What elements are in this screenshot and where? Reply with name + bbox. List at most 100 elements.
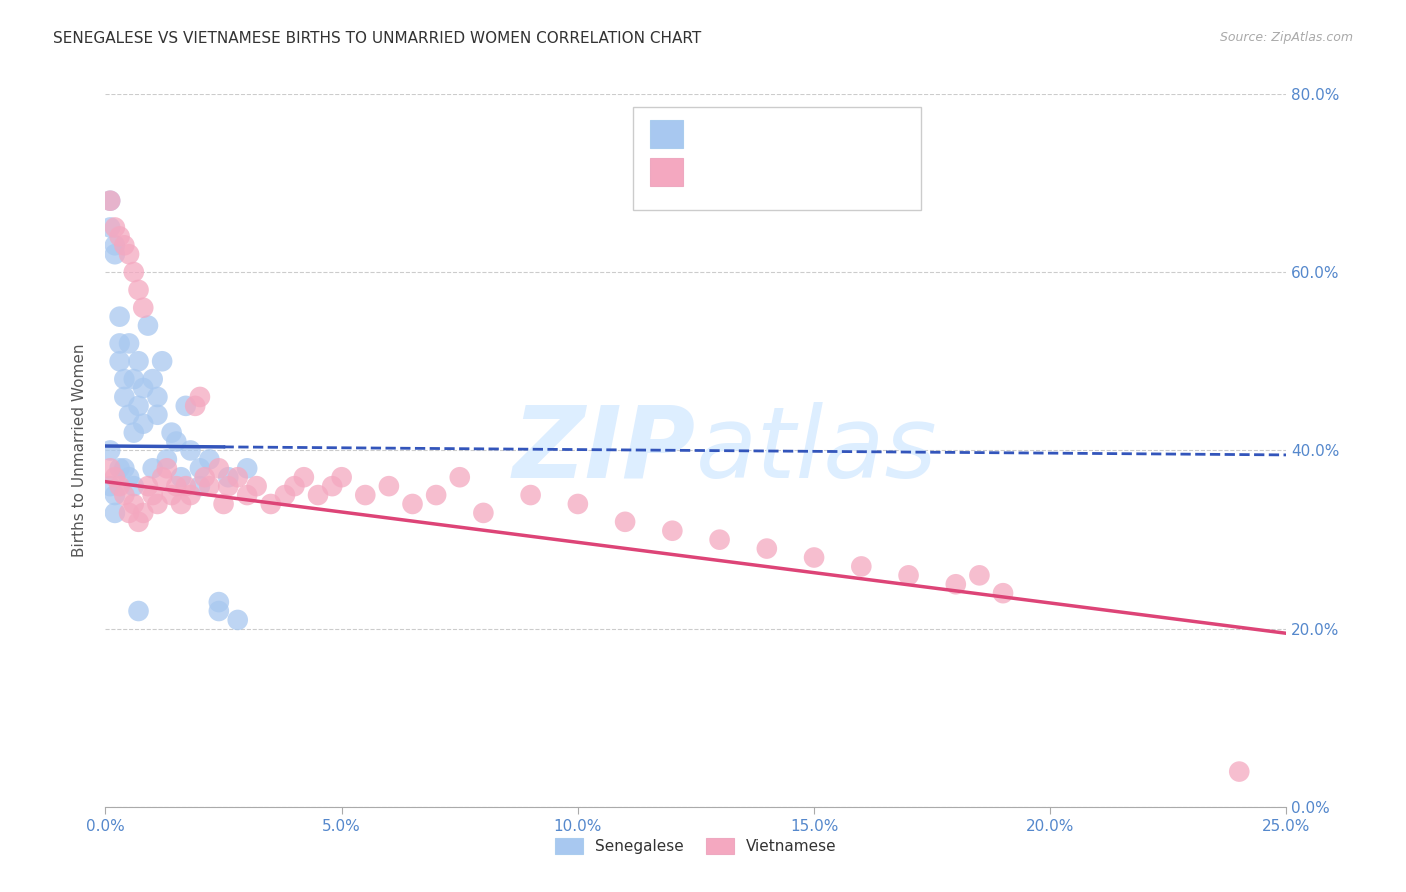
Point bbox=[378, 479, 401, 493]
Text: N =: N = bbox=[801, 163, 838, 181]
Point bbox=[803, 550, 825, 565]
Text: 62: 62 bbox=[844, 163, 866, 181]
Point bbox=[217, 479, 239, 493]
Point bbox=[755, 541, 778, 556]
Text: -0.223: -0.223 bbox=[735, 163, 794, 181]
Point bbox=[184, 399, 207, 413]
Point bbox=[321, 479, 343, 493]
Point bbox=[108, 336, 131, 351]
Point bbox=[188, 479, 211, 493]
Point bbox=[198, 479, 221, 493]
Point bbox=[98, 461, 121, 475]
Point bbox=[122, 372, 145, 386]
Point bbox=[146, 497, 169, 511]
Point bbox=[170, 470, 193, 484]
Point bbox=[104, 220, 127, 235]
Point bbox=[104, 488, 127, 502]
Point bbox=[98, 194, 121, 208]
Point bbox=[118, 470, 141, 484]
Point bbox=[165, 479, 187, 493]
Point bbox=[160, 425, 183, 440]
Point bbox=[991, 586, 1014, 600]
Text: R =: R = bbox=[693, 163, 730, 181]
Point bbox=[354, 488, 377, 502]
Point bbox=[156, 461, 179, 475]
Point bbox=[112, 488, 135, 502]
Point bbox=[118, 408, 141, 422]
Point bbox=[170, 497, 193, 511]
Point bbox=[104, 506, 127, 520]
Point bbox=[330, 470, 353, 484]
Point bbox=[449, 470, 471, 484]
Point bbox=[118, 247, 141, 261]
Point bbox=[851, 559, 873, 574]
Point bbox=[128, 354, 150, 368]
Point bbox=[292, 470, 315, 484]
Point bbox=[132, 301, 155, 315]
Point bbox=[104, 470, 127, 484]
Point bbox=[1227, 764, 1250, 779]
Point bbox=[112, 390, 135, 404]
Point bbox=[212, 497, 235, 511]
Point bbox=[198, 452, 221, 467]
Point bbox=[142, 461, 165, 475]
Point bbox=[897, 568, 920, 582]
Point bbox=[246, 479, 269, 493]
Point bbox=[425, 488, 447, 502]
Text: SENEGALESE VS VIETNAMESE BIRTHS TO UNMARRIED WOMEN CORRELATION CHART: SENEGALESE VS VIETNAMESE BIRTHS TO UNMAR… bbox=[53, 31, 702, 46]
Point bbox=[104, 238, 127, 252]
Point bbox=[208, 461, 231, 475]
Point bbox=[98, 220, 121, 235]
Point bbox=[208, 595, 231, 609]
Text: 46: 46 bbox=[844, 125, 866, 143]
Point bbox=[194, 470, 217, 484]
Point bbox=[108, 354, 131, 368]
Point bbox=[142, 372, 165, 386]
Point bbox=[146, 390, 169, 404]
Text: Source: ZipAtlas.com: Source: ZipAtlas.com bbox=[1219, 31, 1353, 45]
Point bbox=[136, 479, 159, 493]
Point bbox=[969, 568, 991, 582]
Point bbox=[98, 194, 121, 208]
Point bbox=[122, 479, 145, 493]
Text: N =: N = bbox=[801, 125, 838, 143]
Text: -0.004: -0.004 bbox=[735, 125, 794, 143]
Point bbox=[709, 533, 731, 547]
Point bbox=[179, 443, 201, 458]
Point bbox=[128, 604, 150, 618]
Point bbox=[160, 488, 183, 502]
Text: atlas: atlas bbox=[696, 402, 938, 499]
Point bbox=[122, 425, 145, 440]
Point bbox=[142, 488, 165, 502]
Point bbox=[104, 247, 127, 261]
Y-axis label: Births to Unmarried Women: Births to Unmarried Women bbox=[72, 343, 87, 558]
Point bbox=[174, 479, 197, 493]
Point bbox=[132, 506, 155, 520]
Point bbox=[260, 497, 283, 511]
Point bbox=[208, 604, 231, 618]
Text: R =: R = bbox=[693, 125, 730, 143]
Point bbox=[188, 390, 211, 404]
Point bbox=[132, 381, 155, 395]
Point bbox=[945, 577, 967, 591]
Point bbox=[217, 470, 239, 484]
Point bbox=[274, 488, 297, 502]
Point bbox=[156, 452, 179, 467]
Point bbox=[112, 461, 135, 475]
Point bbox=[98, 479, 121, 493]
Point bbox=[179, 488, 201, 502]
Point bbox=[236, 461, 259, 475]
Point bbox=[236, 488, 259, 502]
Point bbox=[112, 238, 135, 252]
Point bbox=[108, 479, 131, 493]
Point bbox=[146, 408, 169, 422]
Point bbox=[122, 265, 145, 279]
Point bbox=[519, 488, 541, 502]
Point bbox=[226, 613, 249, 627]
Point bbox=[108, 461, 131, 475]
Legend: Senegalese, Vietnamese: Senegalese, Vietnamese bbox=[548, 832, 844, 860]
Point bbox=[128, 399, 150, 413]
Point bbox=[174, 399, 197, 413]
Point bbox=[307, 488, 329, 502]
Point bbox=[128, 515, 150, 529]
